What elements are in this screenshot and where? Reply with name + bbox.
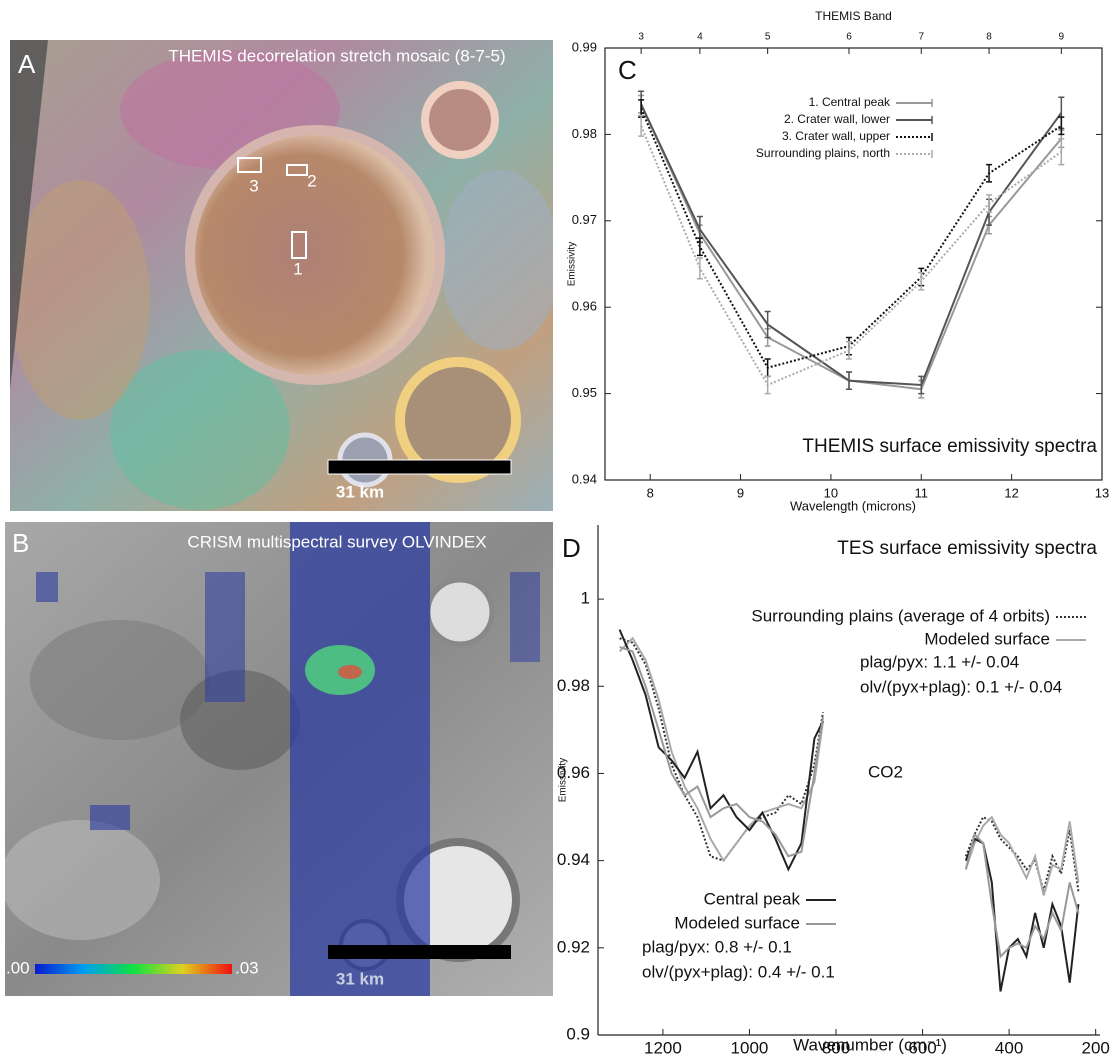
x2-tick-label: 7 [918, 32, 924, 43]
y-tick-label: 0.9 [566, 1024, 590, 1043]
box-label: 3 [249, 176, 258, 195]
annotation: olv/(pyx+plag): 0.4 +/- 0.1 [642, 962, 835, 981]
series-line [620, 638, 1079, 891]
x-tick-label: 200 [1081, 1038, 1109, 1057]
x2-tick-label: 3 [638, 32, 644, 43]
x2-tick-label: 9 [1059, 32, 1065, 43]
scale-label: 31 km [336, 969, 384, 988]
error-bar [638, 115, 644, 136]
y-tick-label: 0.95 [572, 385, 597, 400]
x2-tick-label: 5 [765, 32, 771, 43]
x2-tick-label: 8 [986, 32, 992, 43]
y-tick-label: 0.99 [572, 39, 597, 54]
panel-caption: CRISM multispectral survey OLVINDEX [187, 532, 486, 551]
legend-label: 2. Crater wall, lower [784, 112, 890, 126]
panel-a-image [10, 40, 560, 511]
y-tick-label: 1 [581, 589, 590, 608]
legend-label: 1. Central peak [809, 95, 891, 109]
x-tick-label: 1200 [644, 1038, 682, 1057]
y-axis-label: Emissivity [567, 242, 578, 286]
x-tick-label: 11 [915, 485, 929, 500]
x2-tick-label: 4 [697, 32, 703, 43]
panel-label: C [618, 55, 637, 85]
y-tick-label: 0.94 [572, 471, 597, 486]
panel-label: B [12, 528, 29, 558]
x-axis-label: Wavelength (microns) [790, 498, 916, 513]
x2-tick-label: 6 [846, 32, 852, 43]
x-tick-label: 1000 [731, 1038, 769, 1057]
x2-axis-label: THEMIS Band [815, 9, 892, 23]
legend-label: Surrounding plains (average of 4 orbits) [751, 606, 1050, 625]
chart-title: THEMIS surface emissivity spectra [802, 436, 1097, 457]
panel-label: D [562, 533, 581, 563]
y-axis-label: Emissivity [558, 758, 569, 802]
y-tick-label: 0.92 [557, 937, 590, 956]
panel-b-image [0, 522, 553, 996]
figure: A THEMIS decorrelation stretch mosaic (8… [0, 0, 1119, 1057]
box-label: 2 [307, 171, 316, 190]
x-axis-label: Wavenumber (cm⁻¹) [793, 1035, 947, 1054]
legend-label: 3. Crater wall, upper [782, 129, 890, 143]
annotation: plag/pyx: 1.1 +/- 0.04 [860, 652, 1019, 671]
legend-label: Surrounding plains, north [756, 146, 890, 160]
x-tick-label: 8 [647, 485, 654, 500]
chart-title: TES surface emissivity spectra [837, 538, 1097, 559]
x-tick-label: 400 [995, 1038, 1023, 1057]
x-tick-label: 13 [1095, 485, 1109, 500]
colorbar-label: .00 [6, 958, 30, 977]
x-tick-label: 12 [1004, 485, 1018, 500]
annotation: CO2 [868, 762, 903, 781]
legend-label: Modeled surface [674, 913, 800, 932]
panel-label: A [18, 49, 36, 79]
colorbar-label: .03 [235, 958, 259, 977]
error-bar [918, 273, 924, 290]
error-bar [846, 342, 852, 359]
x-tick-label: 9 [737, 485, 744, 500]
legend-label: Central peak [704, 889, 801, 908]
panel-caption: THEMIS decorrelation stretch mosaic (8-7… [168, 46, 505, 65]
error-bar [697, 238, 703, 255]
y-tick-label: 0.94 [557, 850, 590, 869]
y-tick-label: 0.96 [572, 299, 597, 314]
legend-label: Modeled surface [924, 629, 1050, 648]
y-tick-label: 0.98 [572, 126, 597, 141]
series-line [641, 126, 1061, 385]
error-bar [765, 359, 771, 376]
scale-label: 31 km [336, 482, 384, 501]
error-bar [1058, 117, 1064, 134]
error-bar [765, 376, 771, 393]
y-tick-label: 0.97 [572, 212, 597, 227]
error-bar [697, 258, 703, 279]
y-tick-label: 0.98 [557, 676, 590, 695]
error-bar [986, 165, 992, 182]
annotation: plag/pyx: 0.8 +/- 0.1 [642, 937, 792, 956]
box-label: 1 [293, 259, 302, 278]
annotation: olv/(pyx+plag): 0.1 +/- 0.04 [860, 677, 1062, 696]
